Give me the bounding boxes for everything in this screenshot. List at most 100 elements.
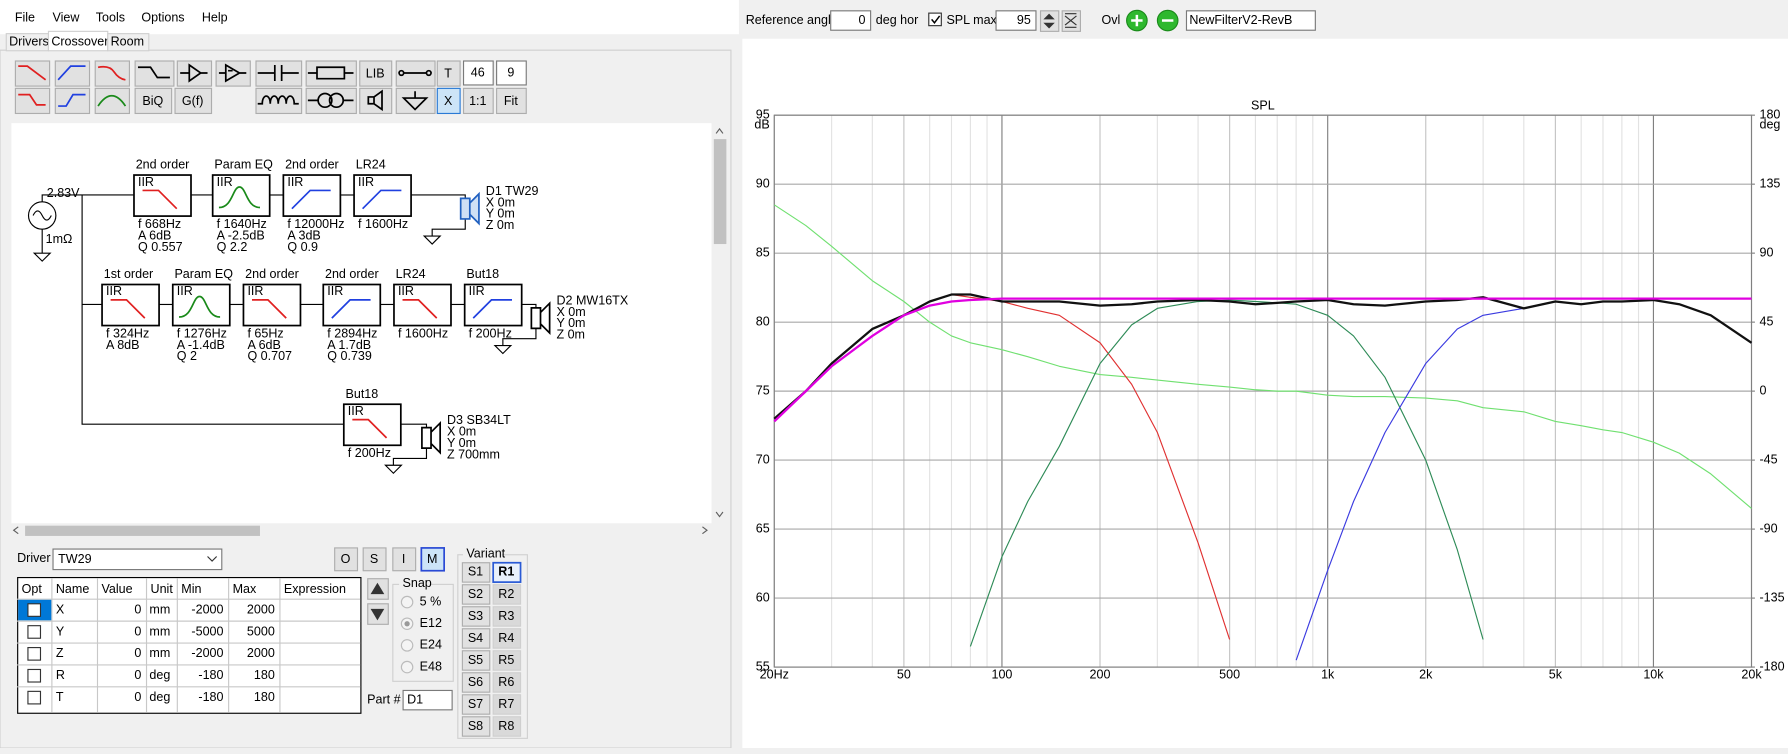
mode-button[interactable] bbox=[334, 547, 359, 572]
variant-r[interactable] bbox=[492, 584, 522, 605]
variant-r-label[interactable]: R6 bbox=[498, 675, 514, 689]
variant-r-label[interactable]: R5 bbox=[498, 653, 514, 667]
filter-block[interactable] bbox=[211, 174, 271, 217]
tool-label[interactable]: G(f) bbox=[182, 94, 204, 108]
menu-item[interactable]: View bbox=[52, 11, 80, 25]
speaker[interactable] bbox=[459, 191, 480, 226]
mode-label[interactable]: I bbox=[402, 552, 405, 566]
v-scroll-thumb[interactable] bbox=[713, 139, 727, 245]
cell-unit: mm bbox=[149, 646, 170, 660]
variant-s-label[interactable]: S1 bbox=[468, 565, 483, 579]
variant-s-label[interactable]: S4 bbox=[468, 631, 483, 645]
tool-button[interactable] bbox=[436, 60, 461, 87]
tool-label[interactable]: X bbox=[444, 94, 453, 108]
variant-r-label[interactable]: R8 bbox=[498, 719, 514, 733]
tab-label[interactable]: Room bbox=[111, 35, 144, 49]
part-field[interactable] bbox=[402, 689, 453, 711]
tab-label[interactable]: Drivers bbox=[9, 35, 49, 49]
variant-r[interactable] bbox=[492, 694, 522, 715]
tool-label[interactable]: 1:1 bbox=[469, 94, 486, 108]
mode-label[interactable]: M bbox=[427, 552, 437, 566]
tool-button[interactable] bbox=[134, 87, 173, 115]
variant-r[interactable] bbox=[492, 606, 522, 627]
variant-s-label[interactable]: S6 bbox=[468, 675, 483, 689]
tool-button[interactable] bbox=[359, 60, 393, 87]
variant-s[interactable] bbox=[461, 606, 491, 627]
mode-button[interactable] bbox=[392, 547, 417, 572]
filter-block[interactable] bbox=[353, 174, 412, 217]
tool-button[interactable] bbox=[54, 60, 91, 87]
filter-block[interactable] bbox=[463, 283, 523, 327]
snap-radio[interactable] bbox=[400, 660, 414, 674]
tool-button[interactable] bbox=[462, 87, 494, 115]
tab[interactable] bbox=[107, 33, 150, 52]
tab-label[interactable]: Crossover bbox=[51, 35, 108, 49]
tool-field[interactable] bbox=[496, 60, 527, 86]
tool-label[interactable]: LIB bbox=[366, 66, 385, 80]
opt-checkbox[interactable] bbox=[27, 668, 42, 683]
menu-item[interactable]: Tools bbox=[96, 11, 125, 25]
tool-field[interactable] bbox=[462, 60, 494, 86]
variant-r[interactable] bbox=[492, 628, 522, 649]
variant-r-label[interactable]: R2 bbox=[498, 587, 514, 601]
variant-s[interactable] bbox=[461, 716, 491, 737]
tool-button[interactable] bbox=[496, 87, 527, 115]
variant-s-label[interactable]: S5 bbox=[468, 653, 483, 667]
tool-button[interactable] bbox=[14, 60, 51, 87]
variant-r-label[interactable]: R3 bbox=[498, 609, 514, 623]
variant-s[interactable] bbox=[461, 562, 491, 583]
spl-max-field[interactable] bbox=[995, 10, 1037, 31]
variant-s[interactable] bbox=[461, 584, 491, 605]
tool-button[interactable] bbox=[14, 87, 51, 115]
snap-option: E12 bbox=[420, 616, 442, 630]
tool-button-active[interactable] bbox=[436, 87, 461, 115]
h-scroll-arrows bbox=[12, 526, 708, 535]
tool-button[interactable] bbox=[134, 60, 175, 87]
opt-checkbox[interactable] bbox=[27, 625, 42, 639]
variant-r[interactable] bbox=[492, 716, 522, 737]
tool-icon bbox=[307, 66, 354, 80]
variant-r-label[interactable]: R4 bbox=[498, 631, 514, 645]
variant-s-label[interactable]: S2 bbox=[468, 587, 483, 601]
spin-button[interactable] bbox=[1039, 10, 1060, 32]
menu-item[interactable]: File bbox=[15, 11, 35, 25]
mode-button[interactable] bbox=[420, 547, 446, 572]
variant-s[interactable] bbox=[461, 694, 491, 715]
variant-s-label[interactable]: S3 bbox=[468, 609, 483, 623]
variant-s-label[interactable]: S8 bbox=[468, 719, 483, 733]
variant-r[interactable] bbox=[492, 650, 522, 671]
variant-r[interactable] bbox=[492, 561, 522, 583]
opt-checkbox[interactable] bbox=[27, 690, 42, 705]
tool-label[interactable]: Fit bbox=[504, 94, 518, 108]
mode-label[interactable]: O bbox=[341, 552, 351, 566]
tool-label[interactable]: T bbox=[444, 66, 452, 80]
tool-button[interactable] bbox=[94, 87, 130, 115]
filename-field[interactable] bbox=[1185, 10, 1316, 31]
speaker[interactable] bbox=[530, 301, 551, 336]
tool-button[interactable] bbox=[174, 87, 213, 115]
variant-r-label[interactable]: R1 bbox=[498, 565, 514, 579]
speaker[interactable] bbox=[421, 420, 442, 455]
variant-s[interactable] bbox=[461, 672, 491, 693]
tool-label[interactable]: BiQ bbox=[142, 94, 163, 108]
tool-button[interactable] bbox=[359, 87, 393, 115]
mode-label[interactable]: S bbox=[370, 552, 378, 566]
variant-s-label[interactable]: S7 bbox=[468, 697, 483, 711]
ref-angle-field[interactable] bbox=[830, 10, 872, 31]
opt-checkbox[interactable] bbox=[27, 603, 42, 617]
tool-button[interactable] bbox=[54, 87, 91, 115]
snap-radio[interactable] bbox=[400, 595, 414, 609]
h-scroll-thumb[interactable] bbox=[25, 525, 260, 536]
driver-select[interactable] bbox=[52, 548, 223, 571]
tool-button[interactable] bbox=[94, 60, 130, 87]
variant-r-label[interactable]: R7 bbox=[498, 697, 514, 711]
spl-checkbox[interactable] bbox=[928, 12, 942, 27]
opt-checkbox[interactable] bbox=[27, 647, 42, 661]
menu-item[interactable]: Help bbox=[202, 11, 228, 25]
variant-s[interactable] bbox=[461, 650, 491, 671]
variant-r[interactable] bbox=[492, 672, 522, 693]
mode-button[interactable] bbox=[362, 547, 387, 572]
snap-radio[interactable] bbox=[400, 639, 414, 652]
variant-s[interactable] bbox=[461, 628, 491, 649]
menu-item[interactable]: Options bbox=[141, 11, 184, 25]
